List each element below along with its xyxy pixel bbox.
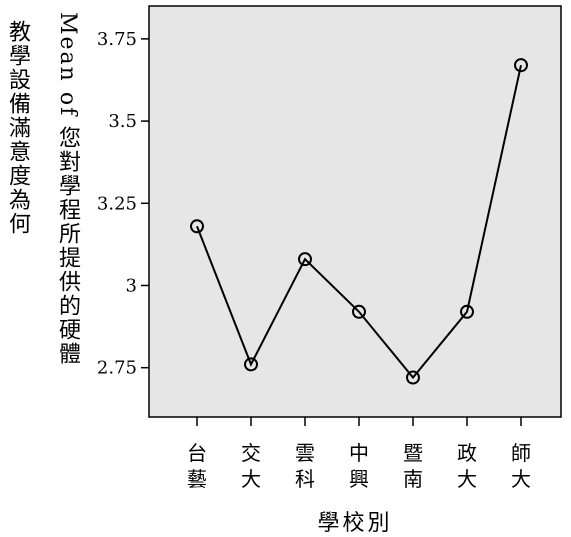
x-tick-label: 交大 xyxy=(241,441,261,491)
x-axis-title: 學校別 xyxy=(317,511,392,536)
y-tick-label: 3.5 xyxy=(108,111,137,132)
data-point xyxy=(460,304,474,319)
data-point xyxy=(244,357,258,372)
data-point xyxy=(190,219,204,234)
y-axis-label-rest: 您對學程所提供的硬體 xyxy=(55,126,80,367)
y-axis-label-line-2: 教學設備滿意度為何 xyxy=(5,20,30,236)
y-tick-label: 2.75 xyxy=(97,358,137,379)
y-axis-label-line-1: Mean of 您對學程所提供的硬體 xyxy=(55,12,80,367)
y-tick-label: 3.25 xyxy=(97,193,137,214)
data-point xyxy=(352,304,366,319)
x-tick-label: 台藝 xyxy=(187,441,207,491)
x-tick-label: 政大 xyxy=(457,441,477,491)
x-tick-label: 暨南 xyxy=(403,441,423,491)
data-point xyxy=(514,58,528,73)
plot-area xyxy=(148,5,562,418)
data-point xyxy=(298,252,312,267)
data-point xyxy=(406,370,420,385)
y-axis-label-prefix: Mean of xyxy=(55,12,80,127)
x-tick-label: 中興 xyxy=(349,441,369,491)
y-tick-label: 3.75 xyxy=(97,29,137,50)
y-tick-label: 3 xyxy=(126,275,137,296)
x-tick-label: 雲科 xyxy=(295,441,315,491)
x-tick-label: 師大 xyxy=(511,441,531,491)
series-line xyxy=(196,64,522,380)
